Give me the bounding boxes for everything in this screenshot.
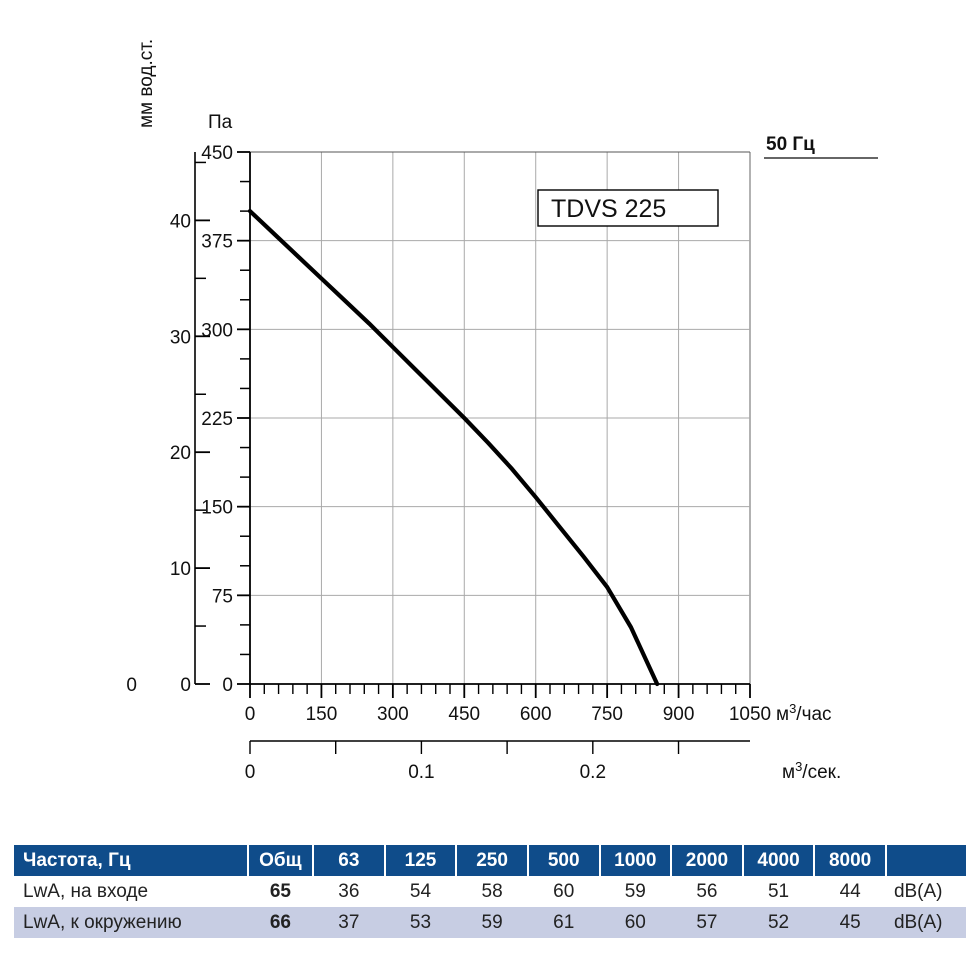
- tick-label-mm: 30: [170, 327, 191, 348]
- cell-surroundings-8000: 45: [814, 907, 886, 938]
- tick-label-pa: 375: [201, 232, 233, 253]
- cell-inlet-250: 58: [456, 876, 528, 907]
- chart-canvas: 0 10 20 30 40 0 мм вод.ст. 0 75 150 225 300 375 450…: [126, 39, 878, 783]
- row-unit-inlet: dB(A): [885, 876, 966, 907]
- cell-surroundings-125: 53: [384, 907, 457, 938]
- table-header-frequency: Частота, Гц: [14, 845, 249, 876]
- secondary-y-axis-title: мм вод.ст.: [136, 39, 157, 128]
- cell-inlet-2000: 56: [671, 876, 743, 907]
- frequency-marker: 50 Гц: [764, 134, 878, 159]
- axis-unit-labels: м3/час м3/сек.: [776, 701, 841, 783]
- x-axis-unit-m3h: м3/час: [776, 701, 832, 725]
- secondary-y-axis-mm: 0 10 20 30 40 0: [126, 152, 210, 696]
- table-header-row: Частота, Гц Общ 63 125 250 500 1000 2000…: [14, 845, 966, 876]
- model-title-box: TDVS 225: [537, 189, 719, 227]
- tick-label-mm: 10: [170, 559, 191, 580]
- performance-curve: [247, 209, 660, 687]
- noise-level-table: Частота, Гц Общ 63 125 250 500 1000 2000…: [14, 845, 966, 938]
- performance-curve-group: [247, 209, 660, 687]
- primary-y-axis-pa: 0 75 150 225 300 375 450: [201, 143, 251, 696]
- cell-surroundings-63: 37: [313, 907, 385, 938]
- table-header-125: 125: [384, 845, 458, 876]
- cell-inlet-125: 54: [384, 876, 457, 907]
- tick-label-m3h: 300: [377, 704, 409, 725]
- fan-performance-chart: 0 10 20 30 40 0 мм вод.ст. 0 75 150 225 300 375 450…: [126, 39, 878, 783]
- row-total-inlet: 65: [247, 876, 314, 907]
- cell-inlet-4000: 51: [742, 876, 815, 907]
- tick-label-pa: 0: [222, 675, 233, 696]
- cell-inlet-63: 36: [313, 876, 385, 907]
- cell-inlet-500: 60: [527, 876, 600, 907]
- tick-label-mm: 40: [170, 211, 191, 232]
- cell-surroundings-1000: 60: [599, 907, 672, 938]
- row-unit-surroundings: dB(A): [885, 907, 966, 938]
- frequency-label: 50 Гц: [766, 134, 815, 155]
- tick-label-m3h: 0: [245, 704, 256, 725]
- tick-label-m3h: 150: [306, 704, 338, 725]
- tick-label-pa: 300: [201, 320, 233, 341]
- tick-label-m3h: 750: [591, 704, 623, 725]
- primary-y-axis-title: Па: [208, 112, 233, 133]
- table-header-250: 250: [456, 845, 529, 876]
- tick-label-m3s: 0.2: [580, 762, 606, 783]
- tick-label-m3h: 900: [663, 704, 695, 725]
- cell-inlet-8000: 44: [814, 876, 886, 907]
- cell-surroundings-500: 61: [527, 907, 600, 938]
- table-header-total: Общ: [247, 845, 315, 876]
- row-label-inlet: LwA, на входе: [14, 876, 248, 907]
- table-row: LwA, на входе 65 36 54 58 60 59 56 51 44…: [14, 876, 966, 907]
- cell-inlet-1000: 59: [599, 876, 672, 907]
- tick-label-mm: 20: [170, 443, 191, 464]
- table-header-1000: 1000: [599, 845, 673, 876]
- tick-label-m3h: 600: [520, 704, 552, 725]
- table-header-8000: 8000: [814, 845, 887, 876]
- model-title: TDVS 225: [551, 195, 666, 223]
- tick-label-mm-origin: 0: [126, 675, 137, 696]
- tick-label-pa: 225: [201, 409, 233, 430]
- table-header-2000: 2000: [671, 845, 744, 876]
- tick-label-pa: 75: [212, 586, 233, 607]
- tick-label-m3h: 450: [448, 704, 480, 725]
- table-header-4000: 4000: [742, 845, 816, 876]
- primary-x-axis-m3h: 0 150 300 450 600 750 900 1050: [245, 683, 771, 725]
- table-header-500: 500: [527, 845, 601, 876]
- tick-label-pa: 150: [201, 498, 233, 519]
- tick-label-m3s: 0: [245, 762, 256, 783]
- tick-label-m3h: 1050: [729, 704, 771, 725]
- cell-surroundings-250: 59: [456, 907, 528, 938]
- row-total-surroundings: 66: [247, 907, 314, 938]
- tick-label-m3s: 0.1: [408, 762, 434, 783]
- table-row: LwA, к окружению 66 37 53 59 61 60 57 52…: [14, 907, 966, 938]
- plot-grid: [250, 151, 751, 684]
- secondary-x-axis-m3s: 0 0.1 0.2: [245, 740, 750, 783]
- tick-label-mm: 0: [180, 675, 191, 696]
- table-header-63: 63: [313, 845, 386, 876]
- cell-surroundings-2000: 57: [671, 907, 743, 938]
- cell-surroundings-4000: 52: [742, 907, 815, 938]
- table-header-unit: [885, 845, 966, 876]
- row-label-surroundings: LwA, к окружению: [14, 907, 248, 938]
- x-axis-unit-m3s: м3/сек.: [782, 759, 841, 783]
- tick-label-pa: 450: [201, 143, 233, 164]
